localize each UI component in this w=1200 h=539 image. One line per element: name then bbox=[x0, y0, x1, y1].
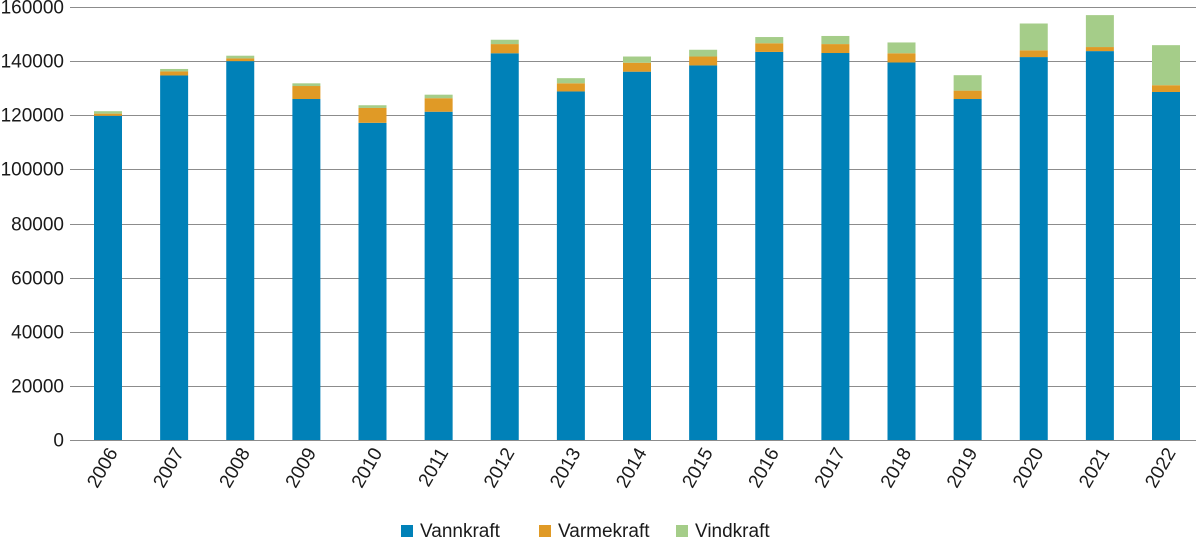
y-tick-label: 140000 bbox=[1, 52, 64, 73]
x-tick-label: 2022 bbox=[1141, 445, 1180, 492]
bar-vindkraft-2018 bbox=[887, 42, 916, 54]
bar-varmekraft-2022 bbox=[1152, 85, 1180, 92]
y-tick-label: 40000 bbox=[11, 323, 64, 344]
bar-varmekraft-2009 bbox=[292, 86, 321, 100]
x-tick-label: 2008 bbox=[216, 445, 255, 492]
bar-varmekraft-2019 bbox=[953, 90, 982, 100]
x-axis-tick-labels: 2006 2007 2008 2009 2010 2011 2012 2013 2014 2015… bbox=[83, 444, 1180, 491]
x-tick-label: 2018 bbox=[877, 445, 916, 492]
bar-vindkraft-2013 bbox=[556, 78, 585, 84]
bar-vindkraft-2022 bbox=[1152, 45, 1180, 86]
bar-vannkraft-2011 bbox=[424, 111, 453, 440]
bar-vindkraft-2012 bbox=[490, 39, 519, 45]
bar-vannkraft-2006 bbox=[94, 115, 122, 440]
x-tick-label: 2014 bbox=[612, 444, 652, 491]
y-tick-label: 80000 bbox=[11, 215, 64, 236]
bar-vannkraft-2017 bbox=[821, 53, 850, 440]
bar-varmekraft-2021 bbox=[1085, 47, 1114, 52]
bar-vindkraft-2010 bbox=[358, 105, 387, 108]
x-tick-label: 2021 bbox=[1075, 445, 1114, 492]
bar-varmekraft-2010 bbox=[358, 107, 387, 123]
y-tick-label: 120000 bbox=[1, 106, 64, 127]
bar-varmekraft-2016 bbox=[755, 43, 784, 52]
bar-varmekraft-2008 bbox=[226, 58, 255, 62]
bar-vannkraft-2012 bbox=[490, 53, 519, 440]
x-tick-label: 2020 bbox=[1009, 445, 1048, 492]
bar-vindkraft-2007 bbox=[160, 68, 189, 72]
bar-varmekraft-2007 bbox=[160, 71, 189, 76]
bar-vannkraft-2008 bbox=[226, 61, 255, 441]
x-tick-label: 2017 bbox=[811, 445, 850, 492]
x-tick-label: 2010 bbox=[348, 445, 387, 492]
bar-vindkraft-2019 bbox=[953, 75, 982, 91]
bar-vannkraft-2007 bbox=[160, 75, 189, 440]
bar-vannkraft-2015 bbox=[689, 65, 718, 440]
legend-label-vindkraft: Vindkraft bbox=[695, 521, 770, 539]
y-tick-label: 100000 bbox=[1, 160, 64, 181]
bar-varmekraft-2012 bbox=[490, 44, 519, 54]
legend: Vannkraft Varmekraft Vindkraft bbox=[401, 521, 770, 539]
legend-label-varmekraft: Varmekraft bbox=[558, 521, 650, 539]
legend-label-vannkraft: Vannkraft bbox=[420, 521, 501, 539]
bars bbox=[94, 15, 1180, 441]
bar-vannkraft-2013 bbox=[556, 91, 585, 440]
x-tick-label: 2015 bbox=[678, 445, 717, 492]
y-tick-label: 160000 bbox=[1, 0, 64, 19]
bar-vannkraft-2009 bbox=[292, 99, 321, 440]
bar-vannkraft-2020 bbox=[1019, 57, 1048, 440]
bar-vindkraft-2017 bbox=[821, 35, 850, 45]
bar-varmekraft-2018 bbox=[887, 53, 916, 63]
y-tick-label: 20000 bbox=[11, 377, 64, 398]
bar-varmekraft-2015 bbox=[689, 56, 718, 66]
bar-varmekraft-2011 bbox=[424, 98, 453, 112]
bar-varmekraft-2013 bbox=[556, 83, 585, 92]
bar-vindkraft-2008 bbox=[226, 55, 255, 59]
x-tick-label: 2006 bbox=[83, 445, 122, 492]
bar-varmekraft-2017 bbox=[821, 44, 850, 54]
y-axis-tick-labels: 0 20000 40000 60000 80000 100000 120000 140000 1… bbox=[1, 0, 64, 452]
bar-vindkraft-2009 bbox=[292, 83, 321, 87]
x-tick-label: 2013 bbox=[546, 445, 585, 492]
legend-swatch-varmekraft bbox=[539, 525, 551, 537]
bar-vindkraft-2020 bbox=[1019, 23, 1048, 51]
bar-vannkraft-2010 bbox=[358, 122, 387, 440]
bar-vindkraft-2014 bbox=[623, 56, 651, 63]
bar-vindkraft-2006 bbox=[94, 111, 122, 114]
bar-vannkraft-2018 bbox=[887, 62, 916, 440]
bar-vannkraft-2019 bbox=[953, 99, 982, 440]
x-tick-label: 2012 bbox=[480, 445, 519, 492]
bar-vannkraft-2021 bbox=[1085, 51, 1114, 441]
y-tick-label: 60000 bbox=[11, 269, 64, 290]
y-tick-label: 0 bbox=[53, 431, 64, 452]
bar-vannkraft-2022 bbox=[1152, 91, 1180, 440]
legend-swatch-vannkraft bbox=[401, 525, 413, 537]
bar-varmekraft-2006 bbox=[94, 113, 122, 116]
x-tick-label: 2019 bbox=[943, 445, 982, 492]
bar-varmekraft-2020 bbox=[1019, 50, 1048, 58]
bar-varmekraft-2014 bbox=[623, 62, 651, 72]
x-tick-label: 2009 bbox=[282, 445, 321, 492]
bar-vindkraft-2021 bbox=[1085, 15, 1114, 48]
bar-vindkraft-2011 bbox=[424, 94, 453, 99]
bar-vannkraft-2014 bbox=[623, 71, 651, 441]
legend-swatch-vindkraft bbox=[676, 525, 688, 537]
x-tick-label: 2011 bbox=[415, 445, 454, 491]
bar-vindkraft-2015 bbox=[689, 49, 718, 57]
bar-vindkraft-2016 bbox=[755, 37, 784, 44]
bar-vannkraft-2016 bbox=[755, 51, 784, 441]
x-tick-label: 2007 bbox=[149, 445, 188, 492]
x-tick-label: 2016 bbox=[745, 445, 784, 492]
